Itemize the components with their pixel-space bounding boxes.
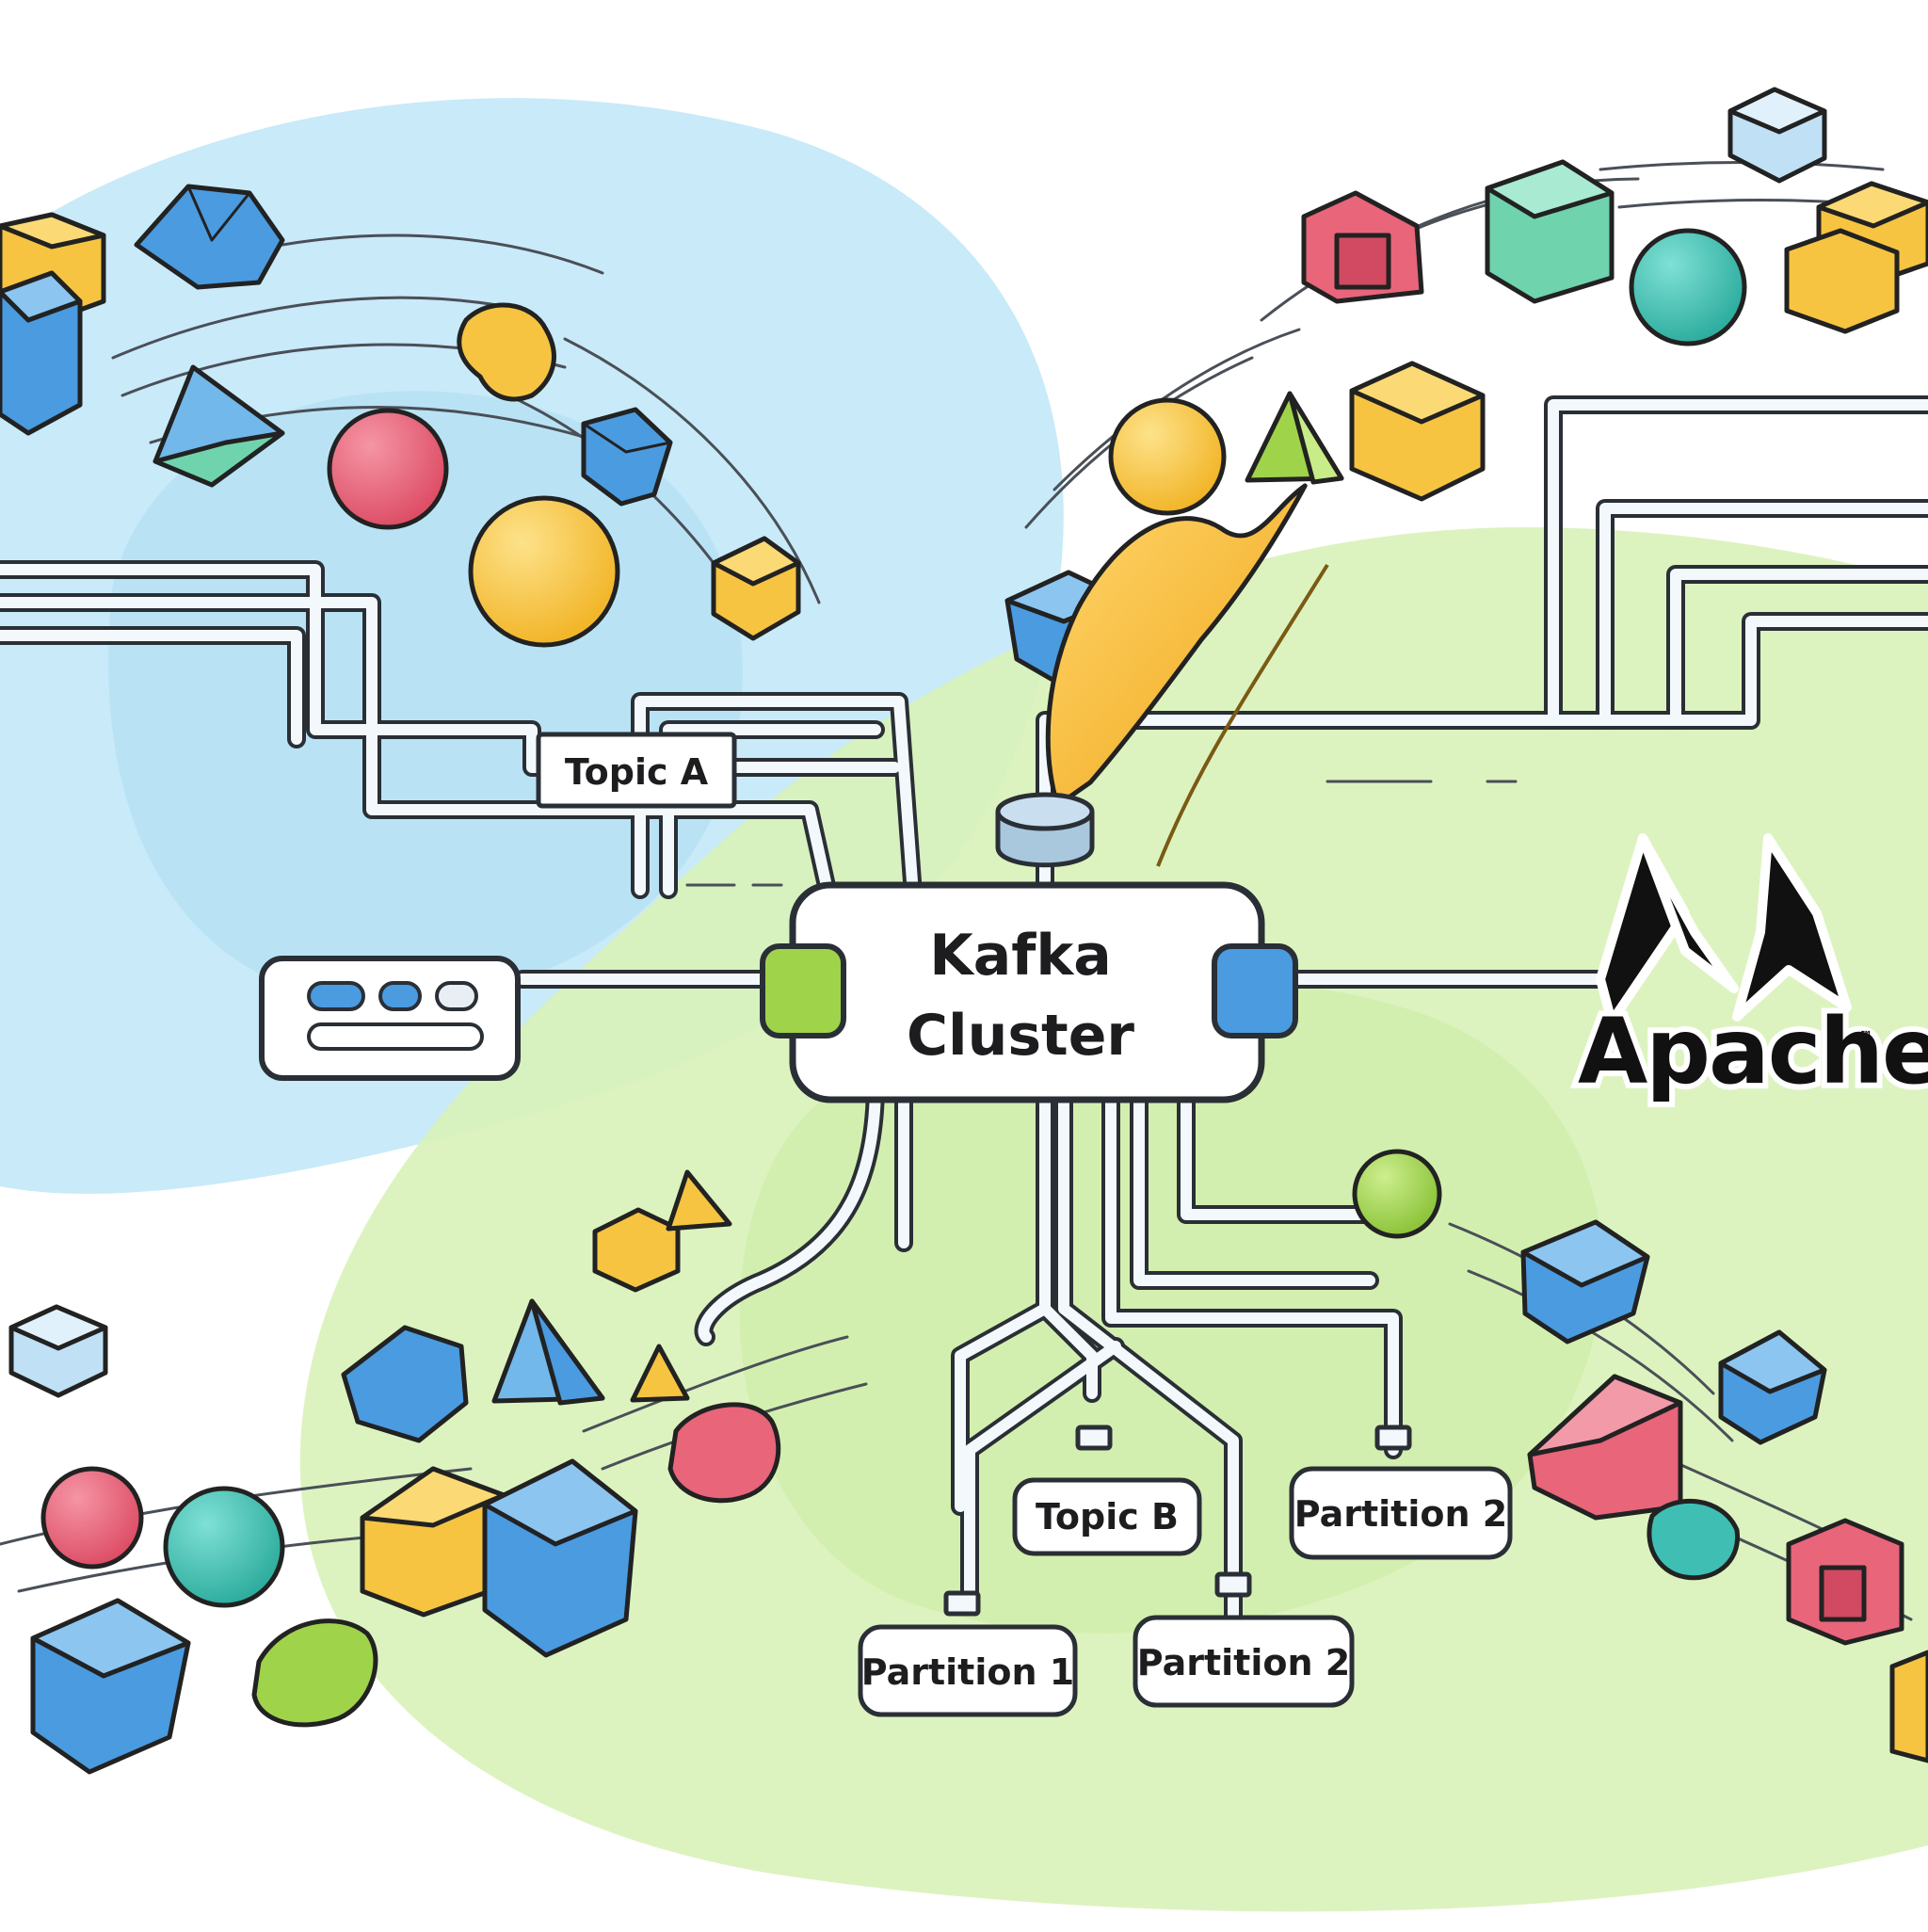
red-arch-1: [1301, 190, 1424, 304]
red-sphere-1: [327, 408, 449, 530]
broker-bar: [307, 1022, 484, 1051]
blue-crystal-3: [341, 1325, 469, 1443]
blue-cube-5: [1520, 1219, 1650, 1344]
red-arch-2: [1786, 1518, 1904, 1646]
teal-rock-1: [1647, 1498, 1741, 1581]
broker-slot-1: [307, 981, 365, 1011]
topic-a-text: Topic A: [565, 751, 709, 793]
apache-trademark: ™: [1859, 1029, 1872, 1044]
mint-cube-1: [1485, 159, 1615, 304]
green-pyramid-1: [1245, 391, 1344, 485]
blue-cube-4: [30, 1598, 191, 1775]
broker-slot-3: [435, 981, 478, 1011]
blue-cube-1: [0, 270, 83, 436]
broker-card-body: [259, 956, 521, 1081]
red-sphere-2: [40, 1466, 144, 1570]
data-shapes: [0, 87, 1928, 1775]
cluster-title-line1: Kafka: [929, 923, 1111, 989]
partition-2b-text: Partition 2: [1294, 1493, 1507, 1535]
cluster-port-left: [760, 943, 846, 1038]
apache-logo: Apache ™: [1572, 833, 1928, 1110]
blue-pyramid-1: [153, 364, 285, 488]
broker-slot-2: [378, 981, 422, 1011]
yellow-cube-5: [1349, 361, 1486, 502]
partition-2-label-b: Partition 2: [1289, 1466, 1513, 1560]
teal-sphere-1: [1629, 228, 1747, 346]
pipe-network: [0, 395, 1928, 1629]
database-icon: [995, 792, 1095, 868]
blue-cube-3: [482, 1458, 638, 1658]
yellow-sphere-2: [1108, 397, 1227, 516]
partition-1-text: Partition 1: [861, 1651, 1074, 1693]
red-rock-1: [667, 1402, 781, 1504]
yellow-pyramid-1: [666, 1169, 732, 1232]
topic-a-label: Topic A: [536, 732, 737, 809]
green-rock-1: [251, 1618, 378, 1728]
blue-pyramid-2: [491, 1298, 605, 1406]
topic-b-text: Topic B: [1036, 1496, 1179, 1538]
teal-sphere-2: [163, 1486, 285, 1608]
light-blue-cube-1: [1727, 87, 1827, 184]
partition-2-label-a: Partition 2: [1133, 1615, 1355, 1708]
light-blue-cube-2: [8, 1304, 108, 1398]
yellow-cube-6: [592, 1207, 681, 1293]
yellow-rock-1: [457, 302, 556, 402]
cluster-port-right: [1212, 943, 1298, 1038]
yellow-sphere-1: [468, 495, 620, 648]
cluster-title-line2: Cluster: [907, 1003, 1134, 1069]
yellow-cube-8: [1889, 1650, 1928, 1763]
green-sphere-1: [1352, 1149, 1442, 1239]
partition-1-label: Partition 1: [858, 1624, 1078, 1717]
feather-icon: [1045, 483, 1329, 867]
blue-crystal-1: [134, 184, 285, 290]
yellow-cube-4: [1784, 228, 1900, 334]
yellow-cube-2: [711, 536, 801, 641]
apache-wordmark: Apache: [1578, 999, 1928, 1104]
broker-card: [259, 956, 521, 1081]
partition-2a-text: Partition 2: [1137, 1642, 1350, 1683]
yellow-pyramid-2: [630, 1344, 690, 1403]
topic-b-label: Topic B: [1012, 1477, 1202, 1556]
apache-mark-icon: [1596, 833, 1852, 1026]
blue-cube-6: [1718, 1329, 1827, 1445]
blue-crystal-2: [581, 407, 673, 507]
cluster-hub: Kafka Cluster: [760, 881, 1298, 1103]
